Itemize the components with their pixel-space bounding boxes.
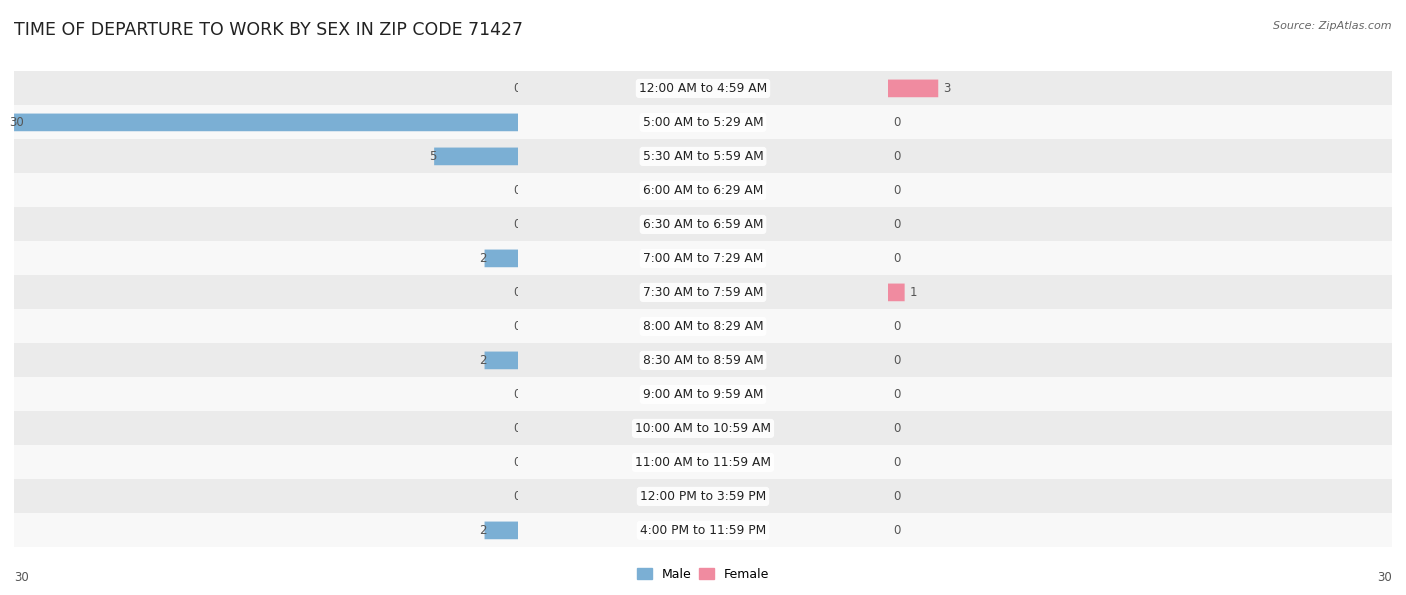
Text: 12:00 PM to 3:59 PM: 12:00 PM to 3:59 PM [640, 490, 766, 503]
Text: 5: 5 [429, 150, 436, 163]
Text: 10:00 AM to 10:59 AM: 10:00 AM to 10:59 AM [636, 422, 770, 435]
FancyBboxPatch shape [887, 284, 904, 301]
Text: 9:00 AM to 9:59 AM: 9:00 AM to 9:59 AM [643, 388, 763, 401]
FancyBboxPatch shape [14, 114, 519, 131]
Bar [14, 446, 519, 480]
Bar [887, 411, 1392, 446]
Bar [887, 275, 1392, 309]
Bar [14, 139, 519, 173]
Bar [519, 105, 887, 139]
Text: 8:00 AM to 8:29 AM: 8:00 AM to 8:29 AM [643, 320, 763, 333]
Bar [14, 309, 519, 343]
Bar [519, 242, 887, 275]
Text: 0: 0 [513, 184, 520, 197]
Bar [519, 411, 887, 446]
Text: 0: 0 [893, 150, 900, 163]
Bar [14, 377, 519, 411]
FancyBboxPatch shape [887, 80, 938, 97]
Text: 30: 30 [1378, 571, 1392, 584]
Text: 7:30 AM to 7:59 AM: 7:30 AM to 7:59 AM [643, 286, 763, 299]
Bar [887, 513, 1392, 547]
Bar [14, 480, 519, 513]
Bar [14, 173, 519, 208]
Bar [519, 275, 887, 309]
Text: 0: 0 [513, 320, 520, 333]
Text: 0: 0 [893, 388, 900, 401]
Bar [887, 242, 1392, 275]
Text: 6:30 AM to 6:59 AM: 6:30 AM to 6:59 AM [643, 218, 763, 231]
Bar [519, 173, 887, 208]
Text: 8:30 AM to 8:59 AM: 8:30 AM to 8:59 AM [643, 354, 763, 367]
Text: 30: 30 [14, 571, 28, 584]
Text: 0: 0 [893, 320, 900, 333]
Bar [887, 309, 1392, 343]
Text: 30: 30 [8, 116, 24, 129]
Bar [887, 105, 1392, 139]
Text: 0: 0 [513, 286, 520, 299]
Text: 5:30 AM to 5:59 AM: 5:30 AM to 5:59 AM [643, 150, 763, 163]
Bar [519, 139, 887, 173]
Text: 0: 0 [893, 184, 900, 197]
Bar [887, 377, 1392, 411]
Bar [14, 208, 519, 242]
Text: 2: 2 [479, 252, 486, 265]
Bar [519, 513, 887, 547]
Bar [14, 411, 519, 446]
Text: 0: 0 [893, 490, 900, 503]
Bar [519, 208, 887, 242]
Bar [519, 343, 887, 377]
Bar [519, 71, 887, 105]
Text: 0: 0 [513, 490, 520, 503]
Bar [887, 139, 1392, 173]
Bar [519, 377, 887, 411]
Bar [14, 275, 519, 309]
Bar [519, 309, 887, 343]
Text: 5:00 AM to 5:29 AM: 5:00 AM to 5:29 AM [643, 116, 763, 129]
Text: TIME OF DEPARTURE TO WORK BY SEX IN ZIP CODE 71427: TIME OF DEPARTURE TO WORK BY SEX IN ZIP … [14, 21, 523, 39]
Bar [887, 343, 1392, 377]
Text: 3: 3 [943, 82, 950, 95]
Bar [14, 105, 519, 139]
Text: 6:00 AM to 6:29 AM: 6:00 AM to 6:29 AM [643, 184, 763, 197]
FancyBboxPatch shape [485, 522, 519, 539]
Text: 0: 0 [513, 388, 520, 401]
Bar [14, 71, 519, 105]
Text: 4:00 PM to 11:59 PM: 4:00 PM to 11:59 PM [640, 524, 766, 537]
Bar [887, 208, 1392, 242]
Text: 0: 0 [513, 422, 520, 435]
Text: 0: 0 [893, 252, 900, 265]
Bar [887, 446, 1392, 480]
Bar [887, 173, 1392, 208]
Text: 0: 0 [893, 116, 900, 129]
Text: 0: 0 [893, 456, 900, 469]
Text: 2: 2 [479, 354, 486, 367]
Bar [887, 71, 1392, 105]
Text: 12:00 AM to 4:59 AM: 12:00 AM to 4:59 AM [638, 82, 768, 95]
Bar [519, 446, 887, 480]
Bar [14, 513, 519, 547]
FancyBboxPatch shape [485, 249, 519, 267]
Bar [519, 480, 887, 513]
Text: 0: 0 [513, 82, 520, 95]
Text: 0: 0 [513, 218, 520, 231]
Text: 0: 0 [513, 456, 520, 469]
Legend: Male, Female: Male, Female [631, 563, 775, 585]
Bar [14, 242, 519, 275]
Text: 0: 0 [893, 354, 900, 367]
Text: 11:00 AM to 11:59 AM: 11:00 AM to 11:59 AM [636, 456, 770, 469]
FancyBboxPatch shape [485, 352, 519, 369]
Text: Source: ZipAtlas.com: Source: ZipAtlas.com [1274, 21, 1392, 31]
Text: 0: 0 [893, 218, 900, 231]
Text: 7:00 AM to 7:29 AM: 7:00 AM to 7:29 AM [643, 252, 763, 265]
Text: 0: 0 [893, 422, 900, 435]
Text: 1: 1 [910, 286, 917, 299]
Bar [14, 343, 519, 377]
Bar [887, 480, 1392, 513]
FancyBboxPatch shape [434, 148, 519, 165]
Text: 0: 0 [893, 524, 900, 537]
Text: 2: 2 [479, 524, 486, 537]
